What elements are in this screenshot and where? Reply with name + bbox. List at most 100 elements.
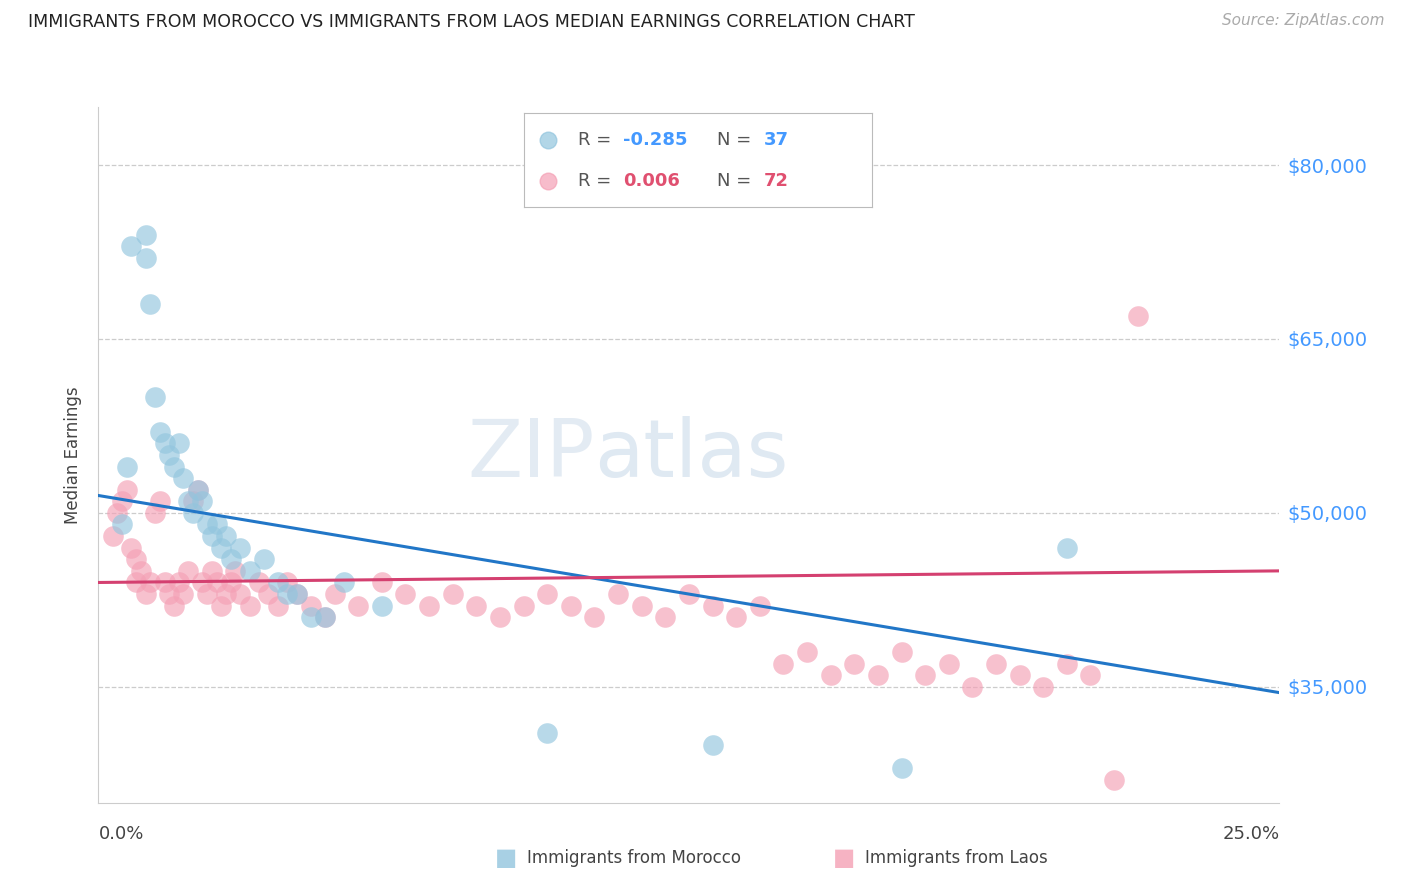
Point bbox=[1080, 668, 1102, 682]
Point bbox=[267, 575, 290, 590]
Point bbox=[560, 599, 582, 613]
Point bbox=[678, 587, 700, 601]
Point bbox=[276, 587, 298, 601]
Point bbox=[394, 587, 416, 601]
Point bbox=[163, 599, 186, 613]
Point bbox=[201, 564, 224, 578]
Point bbox=[149, 494, 172, 508]
Point bbox=[702, 599, 724, 613]
Point bbox=[371, 599, 394, 613]
Point bbox=[276, 575, 298, 590]
Point bbox=[1056, 541, 1078, 555]
Point bbox=[1102, 772, 1125, 787]
Point bbox=[153, 436, 176, 450]
Text: ZIP: ZIP bbox=[467, 416, 595, 494]
Point bbox=[111, 517, 134, 532]
Point bbox=[157, 587, 180, 601]
Point bbox=[181, 506, 204, 520]
Point bbox=[143, 506, 166, 520]
Point bbox=[371, 575, 394, 590]
Point bbox=[135, 251, 157, 265]
Point bbox=[418, 599, 440, 613]
Text: Source: ZipAtlas.com: Source: ZipAtlas.com bbox=[1222, 13, 1385, 29]
Point bbox=[157, 448, 180, 462]
Point bbox=[333, 575, 356, 590]
Point bbox=[489, 610, 512, 624]
Point bbox=[984, 657, 1007, 671]
Point bbox=[253, 552, 276, 566]
Point bbox=[536, 587, 558, 601]
Point bbox=[209, 599, 232, 613]
Text: ■: ■ bbox=[495, 847, 517, 870]
Point bbox=[239, 599, 262, 613]
Point bbox=[536, 726, 558, 740]
Point bbox=[101, 529, 124, 543]
Point bbox=[181, 494, 204, 508]
Point bbox=[224, 564, 246, 578]
Point bbox=[796, 645, 818, 659]
Point bbox=[191, 494, 214, 508]
Point bbox=[844, 657, 866, 671]
Point bbox=[583, 610, 606, 624]
Point bbox=[143, 390, 166, 404]
Point bbox=[172, 587, 194, 601]
Point bbox=[187, 483, 209, 497]
Point bbox=[105, 506, 128, 520]
Point bbox=[1008, 668, 1031, 682]
Point bbox=[314, 610, 336, 624]
Point bbox=[167, 575, 190, 590]
Point bbox=[121, 239, 143, 253]
Point bbox=[866, 668, 889, 682]
Point bbox=[139, 575, 162, 590]
Point bbox=[314, 610, 336, 624]
Point bbox=[121, 541, 143, 555]
Point bbox=[215, 529, 238, 543]
Point bbox=[195, 517, 218, 532]
Point bbox=[149, 425, 172, 439]
Point bbox=[229, 587, 252, 601]
Point bbox=[512, 599, 534, 613]
Point bbox=[285, 587, 308, 601]
Point bbox=[267, 599, 290, 613]
Point bbox=[914, 668, 936, 682]
Point bbox=[209, 541, 232, 555]
Text: atlas: atlas bbox=[595, 416, 789, 494]
Point bbox=[115, 459, 138, 474]
Point bbox=[465, 599, 488, 613]
Point bbox=[139, 297, 162, 311]
Point bbox=[125, 552, 148, 566]
Point bbox=[441, 587, 464, 601]
Point bbox=[299, 610, 322, 624]
Text: 0.0%: 0.0% bbox=[98, 825, 143, 843]
Point bbox=[257, 587, 280, 601]
Point bbox=[702, 738, 724, 752]
Point bbox=[111, 494, 134, 508]
Point bbox=[205, 517, 228, 532]
Point bbox=[347, 599, 370, 613]
Point bbox=[247, 575, 270, 590]
Point bbox=[607, 587, 630, 601]
Text: IMMIGRANTS FROM MOROCCO VS IMMIGRANTS FROM LAOS MEDIAN EARNINGS CORRELATION CHAR: IMMIGRANTS FROM MOROCCO VS IMMIGRANTS FR… bbox=[28, 13, 915, 31]
Point bbox=[323, 587, 346, 601]
Point bbox=[820, 668, 842, 682]
Point bbox=[201, 529, 224, 543]
Point bbox=[205, 575, 228, 590]
Point bbox=[215, 587, 238, 601]
Point bbox=[654, 610, 676, 624]
Point bbox=[630, 599, 652, 613]
Point bbox=[219, 575, 242, 590]
Point bbox=[172, 471, 194, 485]
Point bbox=[125, 575, 148, 590]
Point bbox=[195, 587, 218, 601]
Text: 25.0%: 25.0% bbox=[1222, 825, 1279, 843]
Point bbox=[890, 645, 912, 659]
Point bbox=[229, 541, 252, 555]
Point bbox=[135, 227, 157, 242]
Point bbox=[962, 680, 984, 694]
Point bbox=[285, 587, 308, 601]
Point bbox=[772, 657, 794, 671]
Point bbox=[1032, 680, 1054, 694]
Point bbox=[239, 564, 262, 578]
Point bbox=[163, 459, 186, 474]
Point bbox=[153, 575, 176, 590]
